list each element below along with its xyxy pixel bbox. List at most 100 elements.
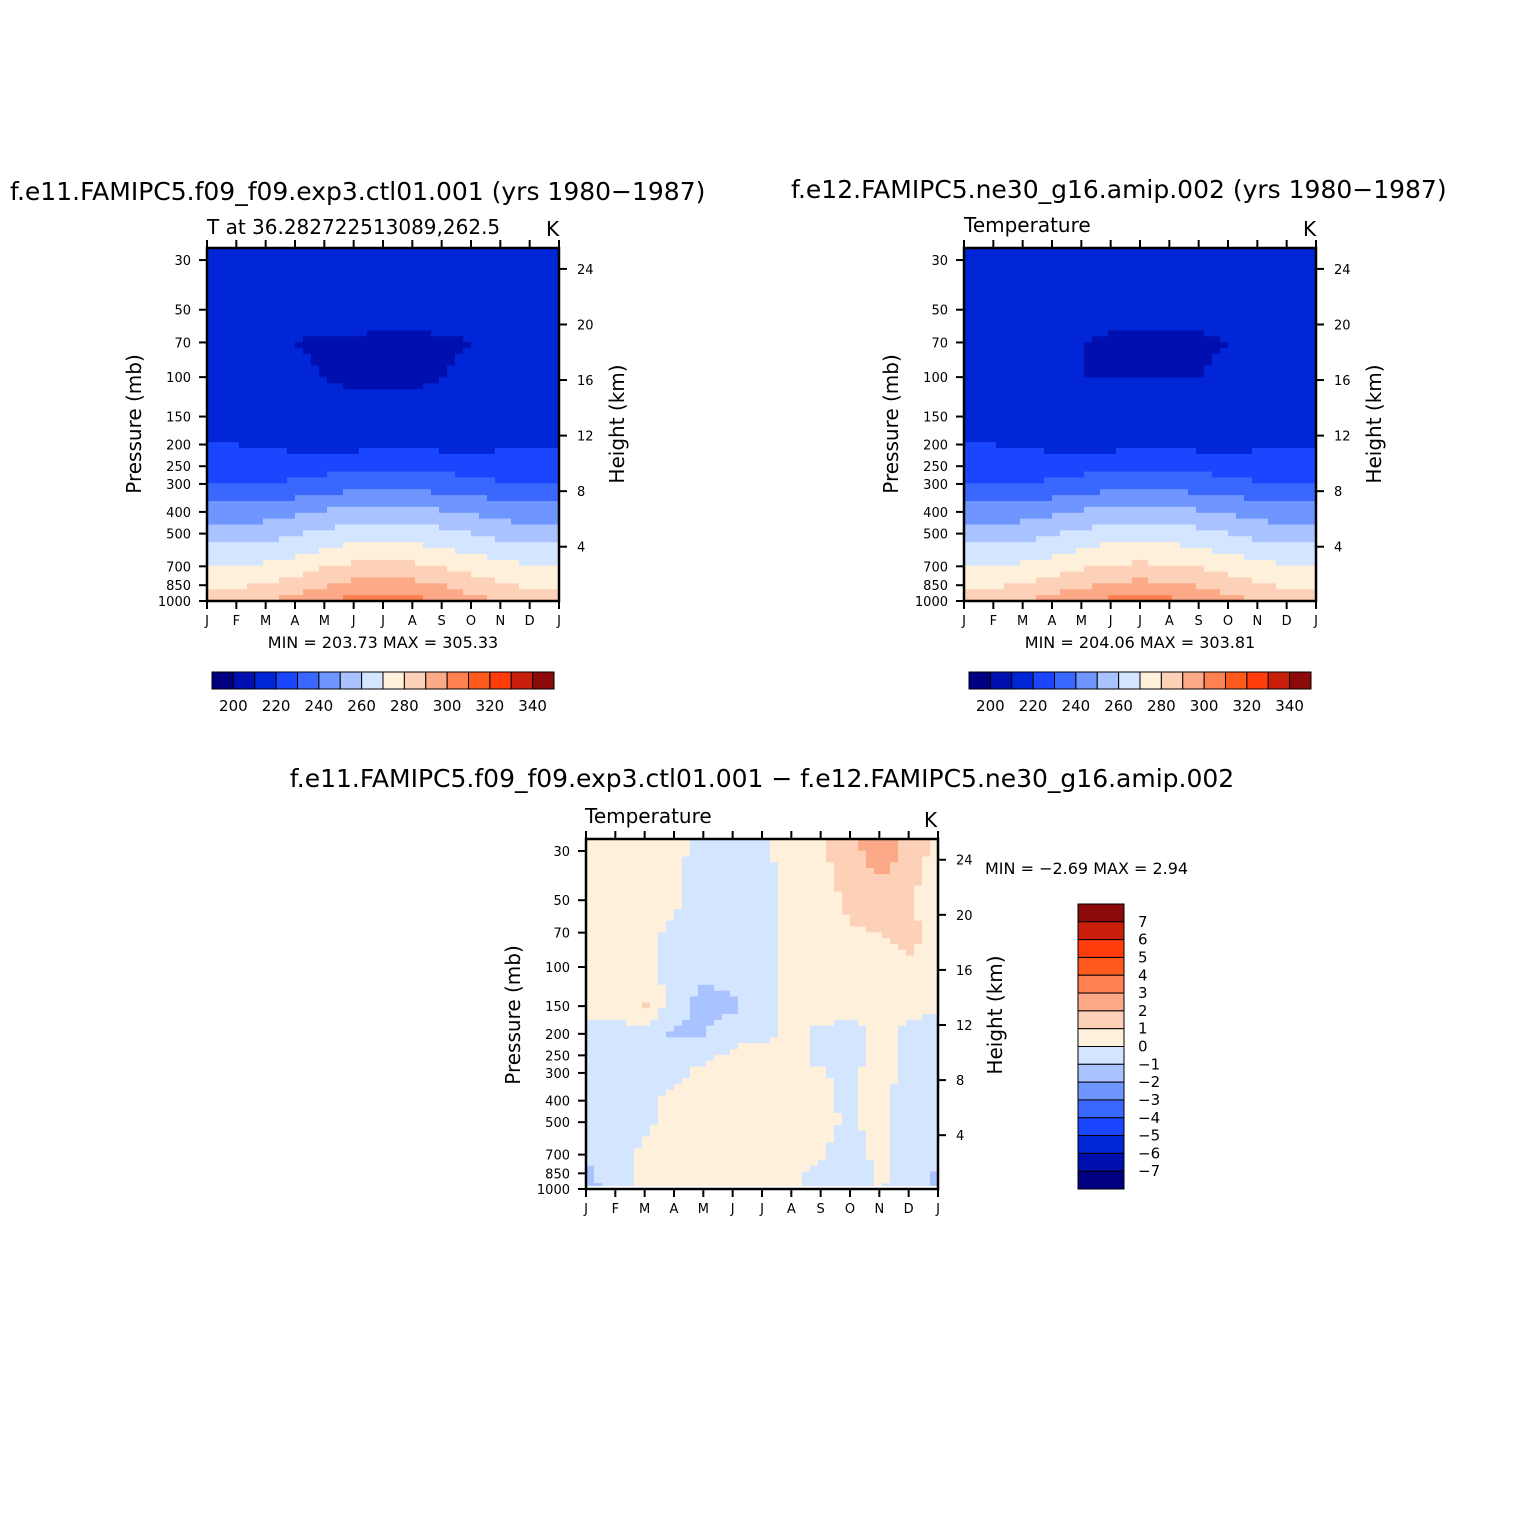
contour-cell (1132, 477, 1141, 484)
contour-cell (319, 465, 328, 473)
contour-cell (495, 430, 504, 437)
contour-cell (303, 395, 312, 402)
contour-cell (1084, 512, 1093, 520)
contour-cell (223, 295, 232, 302)
contour-cell (487, 495, 496, 502)
contour-cell (1164, 306, 1173, 314)
contour-cell (1300, 500, 1309, 508)
contour-cell (263, 518, 272, 526)
contour-cell (223, 565, 232, 573)
contour-cell (407, 459, 416, 467)
contour-cell (487, 300, 496, 308)
contour-cell (407, 571, 416, 579)
contour-cell (383, 548, 392, 555)
contour-cell (535, 477, 544, 484)
contour-cell (1076, 453, 1085, 461)
contour-cell (1164, 336, 1173, 343)
contour-cell (972, 495, 981, 502)
contour-cell (980, 312, 989, 320)
contour-cell (255, 400, 264, 408)
contour-cell (207, 271, 216, 279)
contour-cell (311, 583, 320, 590)
contour-cell (1188, 418, 1197, 426)
contour-cell (415, 542, 424, 549)
contour-cell (415, 324, 424, 331)
contour-cell (1044, 389, 1053, 396)
contour-cell (447, 495, 456, 502)
contour-cell (215, 324, 224, 331)
contour-cell (319, 583, 328, 590)
contour-cell (311, 500, 320, 508)
contour-cell (1172, 312, 1181, 320)
contour-cell (487, 324, 496, 331)
contour-cell (996, 348, 1005, 355)
contour-cell (271, 336, 280, 343)
contour-cell (247, 465, 256, 473)
contour-cell (1140, 365, 1149, 373)
contour-cell (1276, 248, 1285, 255)
contour-cell (1060, 330, 1069, 337)
contour-cell (972, 489, 981, 496)
contour-cell (503, 259, 512, 267)
contour-cell (1028, 365, 1037, 373)
colorbar-swatch (382, 671, 405, 690)
contour-cell (447, 406, 456, 414)
contour-cell (1060, 430, 1069, 437)
contour-cell (231, 418, 240, 426)
contour-cell (255, 248, 264, 255)
contour-cell (415, 465, 424, 473)
contour-cell (391, 430, 400, 437)
contour-cell (1028, 436, 1037, 443)
contour-cell (1076, 483, 1085, 490)
contour-cell (1180, 489, 1189, 496)
contour-cell (1140, 348, 1149, 355)
contour-cell (255, 330, 264, 337)
contour-cell (1052, 365, 1061, 373)
contour-cell (1140, 342, 1149, 349)
contour-cell (263, 530, 272, 537)
contour-cell (487, 271, 496, 279)
contour-cell (247, 389, 256, 396)
contour-cell (535, 448, 544, 455)
colorbar-swatch (425, 671, 448, 690)
contour-cell (303, 295, 312, 302)
contour-cell (511, 265, 520, 273)
contour-cell (543, 459, 552, 467)
contour-cell (1268, 412, 1277, 420)
contour-cell (1196, 389, 1205, 396)
contour-cell (1028, 306, 1037, 314)
contour-cell (1260, 524, 1269, 531)
contour-cell (1132, 400, 1141, 408)
contour-cell (303, 548, 312, 555)
contour-cell (1004, 500, 1013, 508)
contour-cell (1004, 283, 1013, 290)
contour-cell (980, 518, 989, 526)
contour-cell (1220, 424, 1229, 431)
contour-cell (359, 453, 368, 461)
contour-cell (271, 271, 280, 279)
contour-cell (271, 430, 280, 437)
contour-cell (335, 471, 344, 479)
contour-cell (415, 577, 424, 584)
contour-cell (439, 506, 448, 514)
contour-cell (543, 483, 552, 490)
contour-cell (1268, 530, 1277, 537)
contour-cell (1068, 412, 1077, 420)
contour-cell (527, 489, 536, 496)
contour-cell (1180, 500, 1189, 508)
contour-cell (1196, 495, 1205, 502)
contour-cell (543, 524, 552, 531)
contour-cell (271, 330, 280, 337)
contour-cell (343, 395, 352, 402)
contour-cell (1276, 336, 1285, 343)
contour-cell (439, 500, 448, 508)
contour-cell (495, 565, 504, 573)
contour-cell (271, 318, 280, 326)
contour-cell (439, 300, 448, 308)
contour-cell (215, 383, 224, 390)
contour-cell (1060, 248, 1069, 255)
contour-cell (271, 418, 280, 426)
contour-cell (295, 548, 304, 555)
contour-cell (471, 283, 480, 290)
contour-cell (327, 459, 336, 467)
